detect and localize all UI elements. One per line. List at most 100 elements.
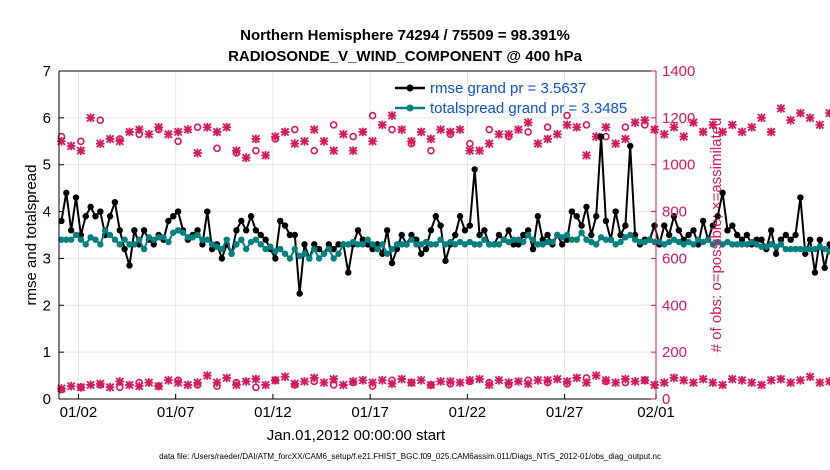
spread-series-point (315, 255, 323, 262)
obs-assimilated-marker (484, 139, 494, 148)
rmse-series-point (238, 217, 245, 225)
rmse-series-point (524, 227, 532, 234)
y-tick-label-right: 0 (662, 391, 670, 408)
rmse-series-point (558, 241, 566, 248)
rmse-series-point (398, 231, 405, 239)
obs-assimilated-marker (134, 125, 144, 134)
obs-assimilated-marker (533, 139, 543, 148)
spread-series-point (179, 229, 187, 236)
spread-series-point (204, 236, 211, 243)
rmse-series-point (471, 166, 478, 173)
rmse-series-point (58, 217, 65, 225)
rmse-series-point (422, 245, 430, 253)
rmse-series-point (427, 227, 435, 234)
rmse-series-point (729, 222, 736, 229)
obs-low-assimilated-marker (368, 378, 377, 387)
obs-assimilated-marker (57, 136, 66, 146)
rmse-series-point (529, 245, 537, 253)
obs-assimilated-marker (446, 127, 455, 137)
spread-series-point (617, 238, 624, 246)
obs-low-assimilated-marker (728, 374, 737, 384)
obs-possible-marker (388, 125, 396, 134)
rmse-series-point (787, 236, 794, 243)
obs-possible-marker (524, 128, 532, 136)
obs-assimilated-marker (309, 125, 319, 134)
obs-low-assimilated-marker (446, 377, 455, 386)
rmse-series-point (675, 227, 683, 234)
obs-low-assimilated-marker (280, 372, 290, 382)
spread-series-point (690, 241, 697, 248)
spread-series-point (685, 238, 692, 246)
spread-series-point (583, 236, 590, 243)
x-tick-label: 02/01 (637, 404, 675, 421)
plot-area (57, 104, 830, 394)
obs-assimilated-marker (407, 136, 416, 146)
rmse-series-point (588, 231, 595, 239)
obs-low-assimilated-marker (407, 378, 416, 387)
spread-series-point (393, 241, 401, 248)
spread-series-point (821, 245, 828, 253)
obs-low-assimilated-marker (796, 375, 805, 385)
spread-series-point (495, 241, 503, 248)
obs-assimilated-marker (319, 136, 329, 146)
obs-assimilated-marker (582, 151, 591, 160)
obs-assimilated-marker (202, 122, 212, 132)
spread-series-point (272, 248, 279, 255)
obs-low-assimilated-marker (679, 375, 689, 385)
obs-assimilated-marker (465, 146, 475, 155)
rmse-series-point (131, 227, 138, 234)
y-tick-label-left: 0 (43, 391, 51, 408)
spread-series-point (636, 238, 644, 246)
obs-low-assimilated-marker (202, 371, 212, 380)
x-tick-label: 01/12 (254, 404, 292, 421)
obs-assimilated-marker (825, 108, 830, 118)
spread-series-point (174, 227, 182, 234)
obs-low-assimilated-marker (329, 374, 338, 384)
obs-low-assimilated-marker (57, 384, 66, 393)
spread-series-point (602, 236, 610, 243)
spread-series-point (607, 236, 614, 243)
obs-low-assimilated-marker (504, 378, 514, 387)
spread-series-point (413, 241, 420, 248)
rmse-series-point (277, 217, 284, 225)
spread-series-point (189, 234, 196, 241)
obs-low-assimilated-marker (601, 375, 611, 385)
obs-low-assimilated-marker (708, 378, 718, 387)
rmse-series-point (758, 236, 765, 243)
obs-low-assimilated-marker (465, 375, 475, 385)
spread-series-point (145, 234, 153, 241)
obs-low-assimilated-marker (319, 378, 329, 387)
rmse-series-point (602, 217, 610, 225)
obs-low-assimilated-marker (533, 375, 543, 385)
spread-series-point (364, 236, 371, 243)
x-axis-label: Jan.01,2012 00:00:00 start (267, 427, 446, 444)
spread-series-point (252, 236, 260, 243)
spread-series-point (486, 241, 493, 248)
y-tick-label-left: 5 (43, 157, 51, 174)
y-tick-label-left: 3 (43, 250, 51, 267)
y-tick-label-right: 1400 (662, 63, 695, 80)
obs-low-assimilated-marker (183, 380, 193, 390)
rmse-series-point (622, 222, 629, 229)
spread-series-point (228, 250, 235, 257)
obs-assimilated-marker (329, 146, 338, 155)
spread-series-point (612, 241, 619, 248)
spread-series-point (136, 236, 143, 243)
y-tick-label-left: 4 (43, 204, 51, 221)
rmse-series-point (709, 222, 717, 229)
obs-possible-marker (329, 121, 338, 129)
obs-low-assimilated-marker (786, 378, 795, 387)
rmse-series-point (369, 245, 376, 253)
obs-assimilated-marker (426, 134, 436, 144)
rmse-series-point (379, 250, 386, 257)
rmse-series-point (408, 231, 415, 239)
rmse-series-point (792, 231, 799, 239)
spread-series-point (417, 241, 425, 248)
obs-assimilated-marker (280, 127, 290, 137)
obs-assimilated-marker (86, 113, 95, 123)
y-tick-label-right: 1200 (662, 110, 695, 127)
rmse-series-point (63, 189, 70, 197)
axes (58, 70, 657, 400)
spread-series-point (349, 238, 357, 246)
rmse-series-point (417, 250, 425, 257)
